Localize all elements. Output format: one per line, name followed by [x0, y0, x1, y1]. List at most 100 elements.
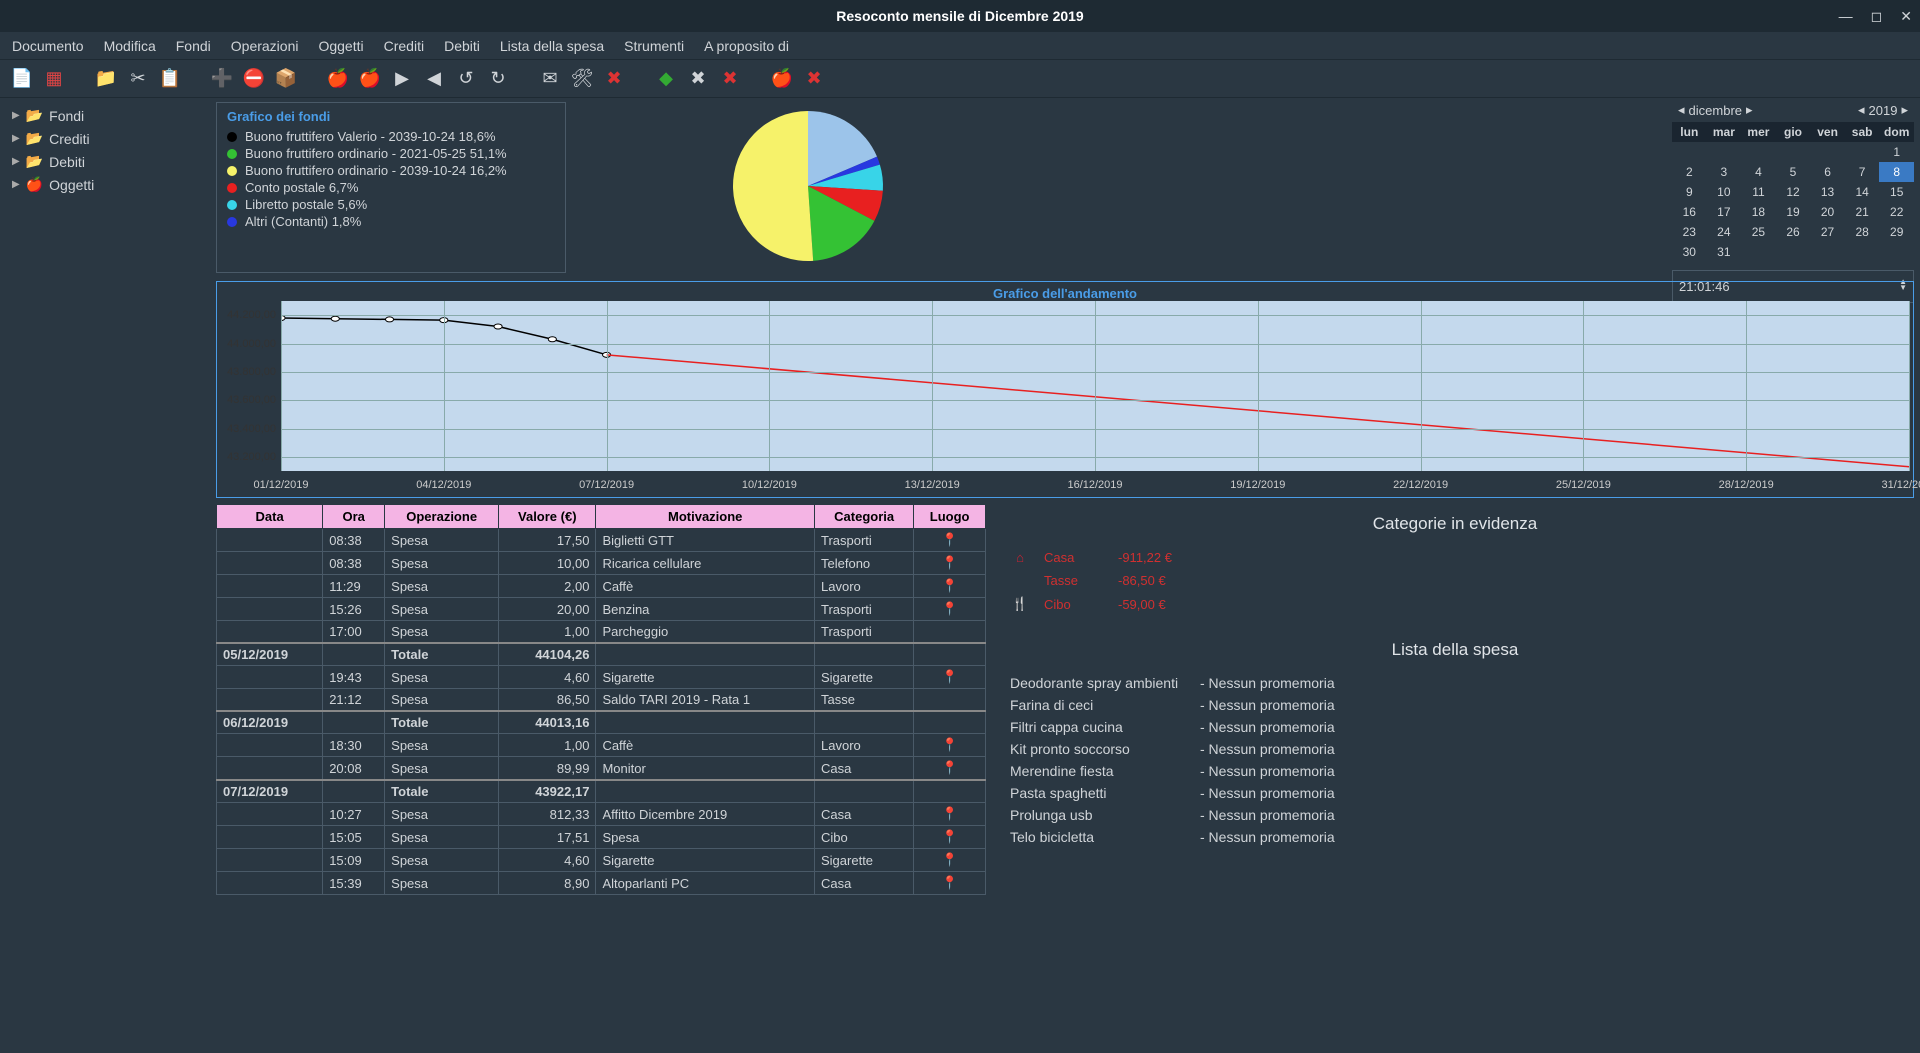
menu-fondi[interactable]: Fondi	[176, 38, 211, 54]
cal-day[interactable]: 7	[1845, 162, 1880, 182]
cal-day[interactable]: 29	[1879, 222, 1914, 242]
tree-oggetti[interactable]: ▶🍎Oggetti	[4, 173, 206, 196]
table-row[interactable]: 11:29Spesa2,00CaffèLavoro📍	[217, 575, 986, 598]
tree-fondi[interactable]: ▶📂Fondi	[4, 104, 206, 127]
tool-left-icon[interactable]: ◀	[422, 67, 446, 91]
cal-day[interactable]: 1	[1879, 142, 1914, 162]
table-row[interactable]: 15:39Spesa8,90Altoparlanti PCCasa📍	[217, 872, 986, 895]
tool-delete1-icon[interactable]: ✖	[602, 67, 626, 91]
table-row[interactable]: 19:43Spesa4,60SigaretteSigarette📍	[217, 666, 986, 689]
tool-apple3-icon[interactable]: 🍎	[770, 67, 794, 91]
table-row[interactable]: 15:05Spesa17,51SpesaCibo📍	[217, 826, 986, 849]
table-row[interactable]: 07/12/2019Totale43922,17	[217, 780, 986, 803]
tool-xml-icon[interactable]: ▦	[42, 67, 66, 91]
cal-day[interactable]: 14	[1845, 182, 1880, 202]
cal-day[interactable]: 25	[1741, 222, 1776, 242]
cal-day[interactable]: 10	[1707, 182, 1742, 202]
menu-a-proposito-di[interactable]: A proposito di	[704, 38, 789, 54]
tool-cross-icon[interactable]: ✖	[686, 67, 710, 91]
tool-new-icon[interactable]: 📄	[10, 67, 34, 91]
cal-prev-month[interactable]: ◂	[1678, 102, 1685, 118]
cal-day[interactable]: 9	[1672, 182, 1707, 202]
tool-arrow4-icon[interactable]: ↻	[486, 67, 510, 91]
table-header[interactable]: Motivazione	[596, 505, 815, 529]
table-header[interactable]: Ora	[323, 505, 385, 529]
menu-operazioni[interactable]: Operazioni	[231, 38, 299, 54]
table-row[interactable]: 06/12/2019Totale44013,16	[217, 711, 986, 734]
tool-archive-icon[interactable]: 📦	[274, 67, 298, 91]
cal-day[interactable]: 21	[1845, 202, 1880, 222]
cal-day[interactable]: 13	[1810, 182, 1845, 202]
tool-remove-icon[interactable]: ⛔	[242, 67, 266, 91]
chevron-right-icon: ▶	[12, 156, 20, 167]
tool-folder-icon[interactable]: 📁	[94, 67, 118, 91]
cal-day[interactable]: 16	[1672, 202, 1707, 222]
table-header[interactable]: Categoria	[815, 505, 914, 529]
cal-day[interactable]: 6	[1810, 162, 1845, 182]
table-header[interactable]: Valore (€)	[499, 505, 596, 529]
tool-delete2-icon[interactable]: ✖	[718, 67, 742, 91]
cal-day[interactable]: 11	[1741, 182, 1776, 202]
cal-day[interactable]: 30	[1672, 242, 1707, 262]
table-row[interactable]: 21:12Spesa86,50Saldo TARI 2019 - Rata 1T…	[217, 689, 986, 712]
table-header[interactable]: Luogo	[914, 505, 986, 529]
tool-letter-icon[interactable]: ✉	[538, 67, 562, 91]
close-button[interactable]: ✕	[1900, 8, 1912, 25]
table-row[interactable]: 18:30Spesa1,00CaffèLavoro📍	[217, 734, 986, 757]
cal-day[interactable]: 17	[1707, 202, 1742, 222]
chart-ylabel: 44.000,00	[221, 338, 276, 350]
minimize-button[interactable]: —	[1839, 8, 1853, 25]
menu-crediti[interactable]: Crediti	[384, 38, 424, 54]
table-row[interactable]: 05/12/2019Totale44104,26	[217, 643, 986, 666]
cal-day[interactable]: 18	[1741, 202, 1776, 222]
cal-day[interactable]: 2	[1672, 162, 1707, 182]
tool-cut-icon[interactable]: ✂	[126, 67, 150, 91]
tool-green-icon[interactable]: ◆	[654, 67, 678, 91]
menu-debiti[interactable]: Debiti	[444, 38, 480, 54]
table-header[interactable]: Data	[217, 505, 323, 529]
cal-day[interactable]: 26	[1776, 222, 1811, 242]
cal-day[interactable]: 23	[1672, 222, 1707, 242]
menu-oggetti[interactable]: Oggetti	[318, 38, 363, 54]
tool-tools-icon[interactable]: 🛠	[570, 67, 594, 91]
cal-day[interactable]: 22	[1879, 202, 1914, 222]
cal-day[interactable]: 4	[1741, 162, 1776, 182]
cal-day[interactable]: 28	[1845, 222, 1880, 242]
tree-debiti[interactable]: ▶📂Debiti	[4, 150, 206, 173]
menu-documento[interactable]: Documento	[12, 38, 84, 54]
tool-apple1-icon[interactable]: 🍎	[326, 67, 350, 91]
tree-crediti[interactable]: ▶📂Crediti	[4, 127, 206, 150]
tool-arrow3-icon[interactable]: ↺	[454, 67, 478, 91]
cal-day[interactable]: 15	[1879, 182, 1914, 202]
table-row[interactable]: 08:38Spesa17,50Biglietti GTTTrasporti📍	[217, 529, 986, 552]
cal-day[interactable]: 12	[1776, 182, 1811, 202]
cal-day[interactable]: 3	[1707, 162, 1742, 182]
menu-lista-della-spesa[interactable]: Lista della spesa	[500, 38, 604, 54]
cal-day	[1810, 242, 1845, 262]
tool-add-icon[interactable]: ➕	[210, 67, 234, 91]
tool-delete3-icon[interactable]: ✖	[802, 67, 826, 91]
table-row[interactable]: 15:26Spesa20,00BenzinaTrasporti📍	[217, 598, 986, 621]
table-row[interactable]: 20:08Spesa89,99MonitorCasa📍	[217, 757, 986, 781]
table-row[interactable]: 15:09Spesa4,60SigaretteSigarette📍	[217, 849, 986, 872]
menu-modifica[interactable]: Modifica	[104, 38, 156, 54]
table-row[interactable]: 10:27Spesa812,33Affitto Dicembre 2019Cas…	[217, 803, 986, 826]
cal-day[interactable]: 20	[1810, 202, 1845, 222]
cal-day[interactable]: 31	[1707, 242, 1742, 262]
tool-right-icon[interactable]: ▶	[390, 67, 414, 91]
table-row[interactable]: 08:38Spesa10,00Ricarica cellulareTelefon…	[217, 552, 986, 575]
cal-day[interactable]: 5	[1776, 162, 1811, 182]
cal-day[interactable]: 24	[1707, 222, 1742, 242]
table-header[interactable]: Operazione	[385, 505, 499, 529]
cal-day[interactable]: 19	[1776, 202, 1811, 222]
cal-day[interactable]: 27	[1810, 222, 1845, 242]
tool-paste-icon[interactable]: 📋	[158, 67, 182, 91]
tool-apple2-icon[interactable]: 🍎	[358, 67, 382, 91]
maximize-button[interactable]: ◻	[1871, 8, 1883, 25]
table-row[interactable]: 17:00Spesa1,00ParcheggioTrasporti	[217, 621, 986, 644]
cal-prev-year[interactable]: ◂	[1858, 102, 1865, 118]
cal-next-year[interactable]: ▸	[1901, 102, 1908, 118]
cal-next-month[interactable]: ▸	[1746, 102, 1753, 118]
cal-day[interactable]: 8	[1879, 162, 1914, 182]
menu-strumenti[interactable]: Strumenti	[624, 38, 684, 54]
